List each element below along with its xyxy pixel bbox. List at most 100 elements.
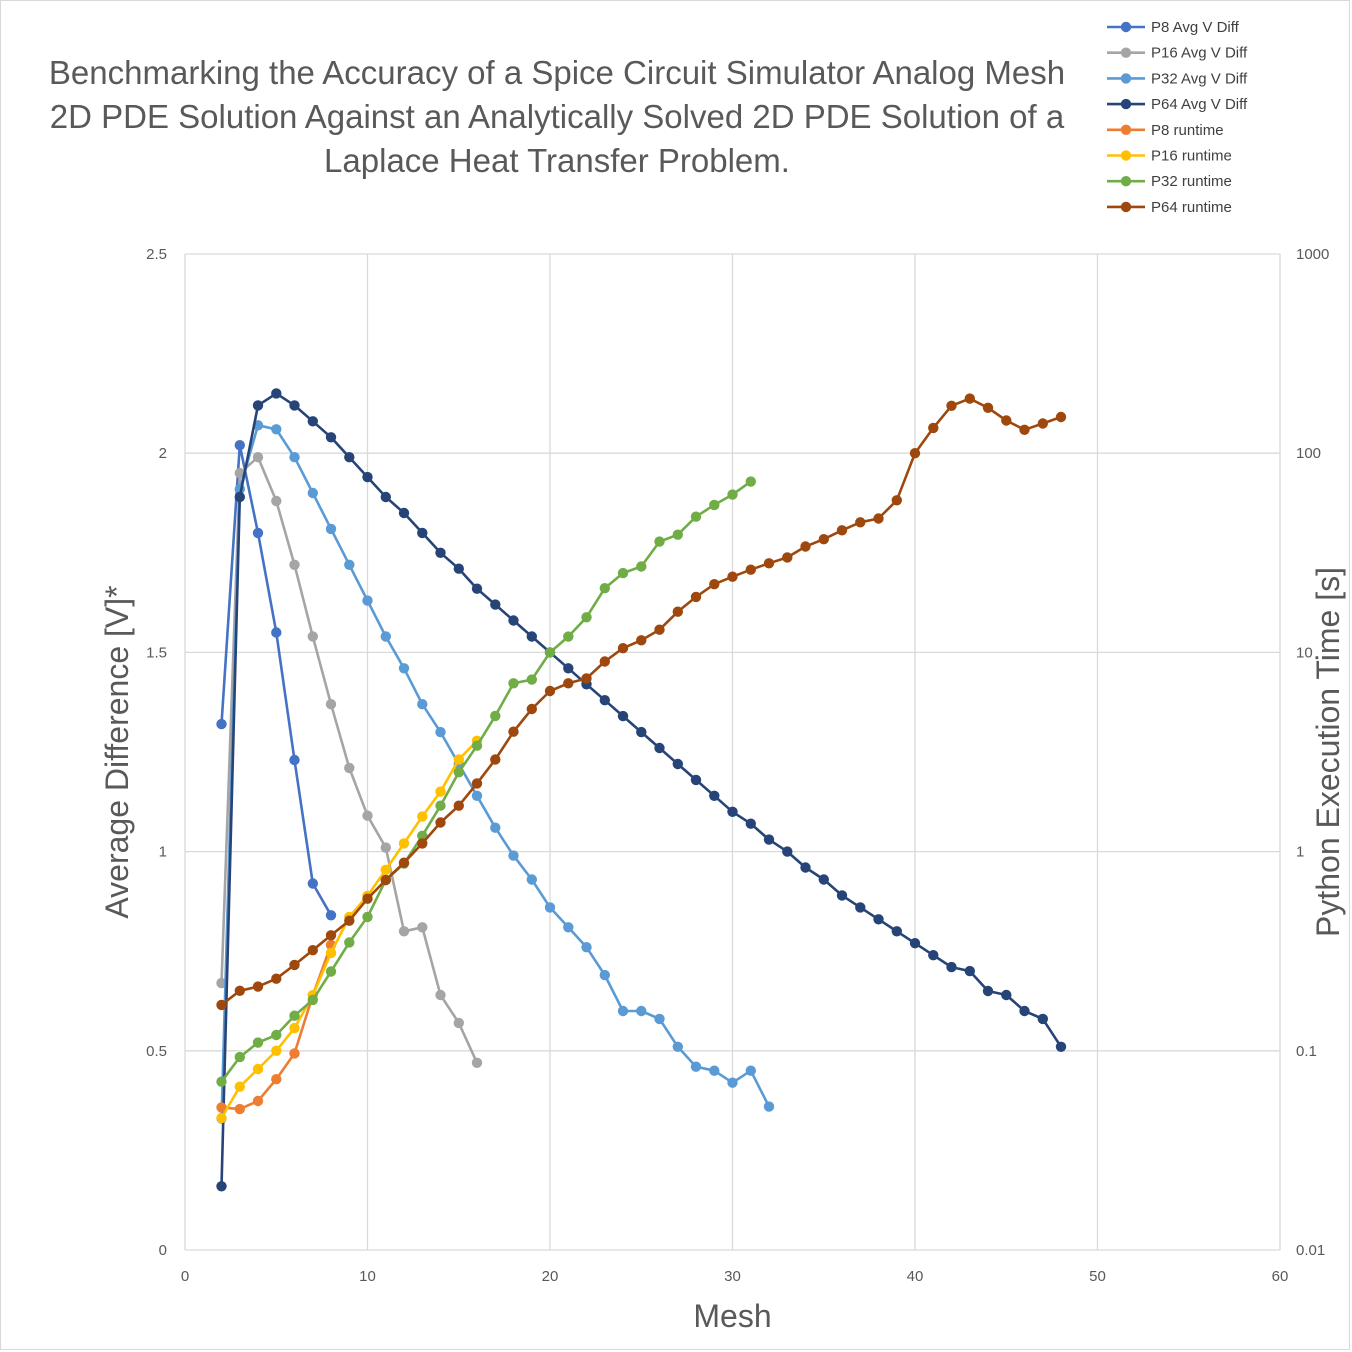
data-point [216, 999, 227, 1011]
data-point [362, 893, 373, 904]
data-point [964, 393, 975, 404]
data-point [234, 440, 245, 451]
data-point [471, 1057, 483, 1069]
data-point [216, 1076, 227, 1087]
data-point [636, 561, 647, 572]
data-point [672, 758, 683, 770]
data-point [508, 726, 519, 737]
legend-marker [1120, 73, 1132, 84]
data-point [1001, 989, 1012, 1001]
data-point [271, 1029, 282, 1041]
data-point [526, 631, 537, 642]
data-point [654, 1013, 665, 1025]
gridlines [184, 253, 1281, 1251]
data-point [307, 994, 318, 1006]
x-tick-label: 20 [542, 1268, 559, 1285]
data-point [289, 1010, 300, 1021]
legend-item: P64 Avg V Diff [1107, 96, 1248, 113]
data-point [690, 774, 702, 786]
data-point [745, 476, 756, 487]
chart-title-line: 2D PDE Solution Against an Analytically … [50, 98, 1065, 135]
data-point [563, 663, 574, 674]
data-point [508, 850, 519, 861]
legend-label: P64 Avg V Diff [1151, 96, 1248, 113]
data-point [471, 583, 483, 594]
data-point [617, 643, 629, 654]
legend-label: P16 Avg V Diff [1151, 45, 1248, 62]
data-point [435, 817, 446, 828]
data-point [380, 874, 391, 886]
data-point [435, 989, 446, 1001]
data-point [1037, 418, 1049, 429]
data-point [289, 754, 300, 766]
data-point [982, 402, 994, 413]
data-point [234, 1081, 245, 1092]
y2-tick-label: 1000 [1296, 246, 1329, 263]
data-point [344, 762, 355, 774]
legend-item: P32 runtime [1107, 173, 1232, 190]
data-point [417, 527, 428, 539]
data-point [599, 695, 610, 706]
data-point [782, 552, 793, 563]
legend: P8 Avg V Diff P16 Avg V Diff P32 Avg V Dif… [1107, 19, 1248, 216]
data-point [818, 534, 829, 545]
chart-title-line: Laplace Heat Transfer Problem. [324, 142, 790, 179]
data-point [398, 663, 410, 674]
data-point [544, 647, 556, 658]
data-point [325, 947, 337, 959]
data-point [727, 806, 738, 817]
data-point [636, 1005, 647, 1017]
x-tick-label: 0 [181, 1268, 189, 1285]
data-point [1055, 411, 1067, 423]
data-point [344, 915, 355, 926]
data-point [544, 685, 556, 697]
data-point [307, 945, 318, 956]
data-point [617, 1005, 629, 1017]
data-point [672, 529, 683, 540]
data-point [964, 965, 975, 977]
y-tick-label: 1 [159, 844, 167, 861]
data-point [1001, 415, 1012, 426]
data-point [745, 1065, 756, 1076]
data-point [252, 1095, 264, 1107]
data-point [380, 491, 391, 503]
data-point [289, 559, 300, 570]
data-point [490, 710, 501, 722]
legend-marker [1120, 201, 1132, 213]
data-point [563, 631, 574, 642]
data-point [417, 699, 428, 710]
data-point [873, 914, 884, 925]
data-point [471, 778, 483, 789]
data-point [216, 1181, 227, 1192]
data-point [325, 910, 337, 921]
data-point [818, 874, 829, 885]
data-point [325, 699, 337, 710]
data-point [362, 595, 373, 606]
data-point [526, 874, 537, 885]
legend-marker [1120, 176, 1132, 187]
data-point [271, 495, 282, 507]
data-point [453, 563, 464, 574]
y-axis-title: Average Difference [V]* [99, 585, 135, 918]
series-line [220, 739, 478, 1119]
data-point [581, 673, 592, 684]
data-point [417, 811, 428, 822]
data-point [325, 930, 337, 941]
data-point [344, 559, 355, 570]
data-point [709, 1065, 720, 1076]
data-point [325, 966, 337, 977]
data-point [581, 612, 592, 623]
series-p8-avg-v-diff [216, 440, 337, 921]
data-point [289, 1048, 300, 1059]
data-point [672, 1041, 683, 1053]
data-point [216, 718, 227, 730]
data-point [490, 599, 501, 610]
data-point [453, 754, 464, 765]
y2-tick-label: 0.1 [1296, 1043, 1317, 1060]
data-point [398, 926, 410, 937]
data-point [508, 615, 519, 626]
y2-tick-label: 10 [1296, 644, 1313, 661]
y-tick-label: 2.5 [146, 246, 167, 263]
data-point [1055, 1041, 1067, 1053]
